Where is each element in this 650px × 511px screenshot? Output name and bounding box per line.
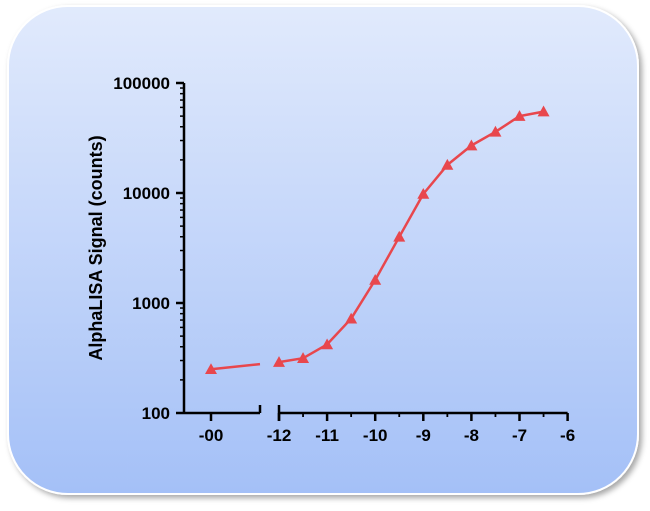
data-point-marker xyxy=(489,125,502,137)
data-point-marker xyxy=(297,352,310,363)
data-point-marker xyxy=(417,187,430,199)
data-point-marker xyxy=(369,273,382,285)
y-tick-label: 100000 xyxy=(113,74,170,93)
data-point-marker xyxy=(273,356,285,367)
data-point-marker xyxy=(321,338,334,350)
axes: 100 1000 10000 100000 -00 -12 -11 -10 -9 -8 -7 -6 xyxy=(113,74,575,445)
x-tick-label: -6 xyxy=(560,426,575,445)
data-point-marker xyxy=(465,139,478,151)
y-tick-label: 10000 xyxy=(123,184,170,203)
x-tick-label: -12 xyxy=(267,426,292,445)
x-tick-label: -10 xyxy=(363,426,388,445)
data-point-marker xyxy=(537,105,550,117)
data-point-marker xyxy=(345,312,358,324)
x-tick-label: -7 xyxy=(512,426,527,445)
data-point-marker xyxy=(441,158,454,170)
x-tick-label: -9 xyxy=(416,426,431,445)
series-line xyxy=(205,105,550,375)
data-point-marker xyxy=(513,110,526,121)
x-tick-label: -00 xyxy=(199,426,224,445)
y-axis-label: AlphaLISA Signal (counts) xyxy=(86,135,106,360)
y-tick-label: 100 xyxy=(142,404,170,423)
zero-segment-line xyxy=(210,362,261,371)
x-tick-label: -8 xyxy=(464,426,479,445)
data-point-marker xyxy=(205,363,217,375)
chart-background xyxy=(7,5,639,495)
data-point-marker xyxy=(393,230,406,242)
x-tick-label: -11 xyxy=(315,426,339,445)
y-tick-label: 1000 xyxy=(132,294,170,313)
